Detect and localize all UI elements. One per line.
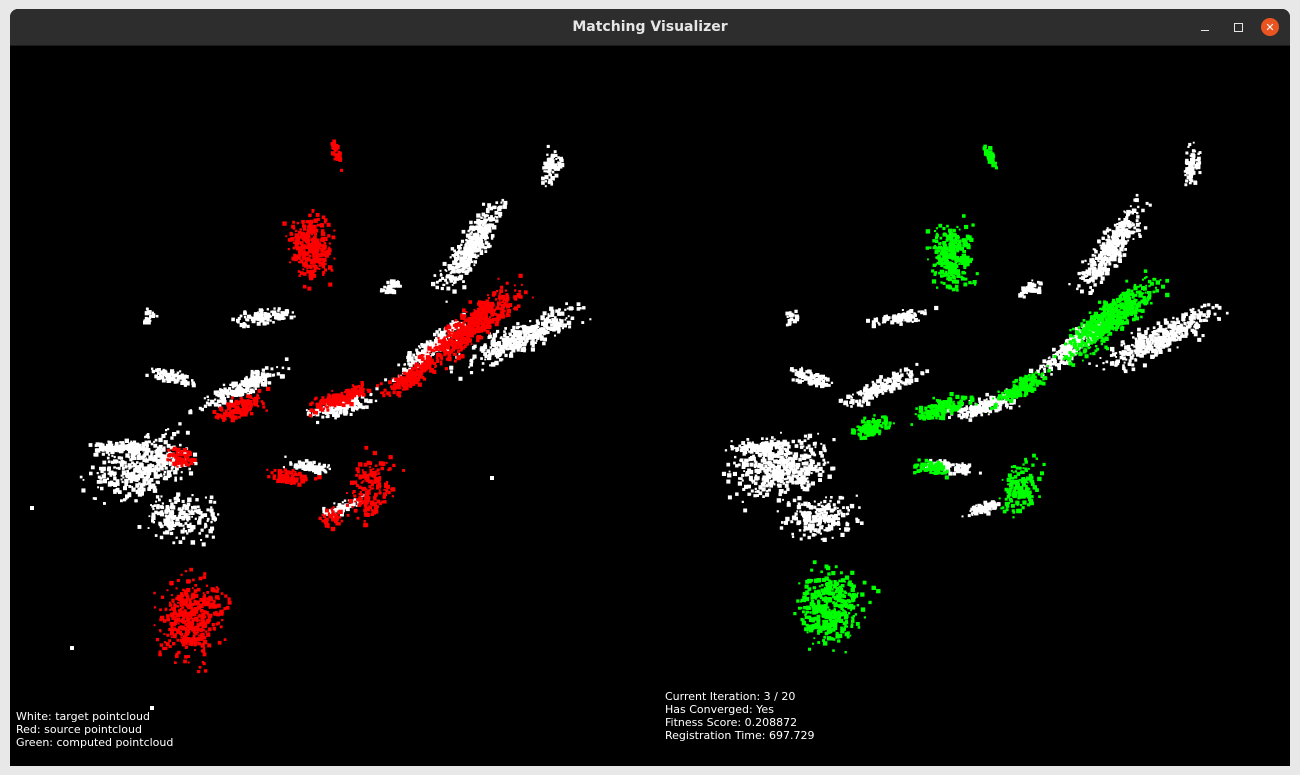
close-icon: ✕ [1265, 20, 1275, 34]
maximize-icon [1233, 22, 1243, 32]
stat-iteration: Current Iteration: 3 / 20 [665, 690, 796, 703]
registration-stats: Current Iteration: 3 / 20 Has Converged:… [665, 690, 814, 742]
minimize-button[interactable] [1195, 17, 1215, 37]
window-title: Matching Visualizer [572, 19, 728, 35]
legend-source: Red: source pointcloud [16, 723, 142, 736]
stat-converged: Has Converged: Yes [665, 703, 774, 716]
maximize-button[interactable] [1228, 17, 1248, 37]
app-window: Matching Visualizer ✕ White: target poin… [10, 9, 1290, 766]
right-viewport-computed-vs-target [721, 141, 1229, 654]
pointcloud-scene[interactable] [10, 46, 1290, 766]
legend-target: White: target pointcloud [16, 710, 150, 723]
stat-fitness: Fitness Score: 0.208872 [665, 716, 798, 729]
left-viewport-source-vs-target [30, 139, 592, 710]
minimize-icon [1201, 30, 1209, 31]
title-bar[interactable]: Matching Visualizer ✕ [10, 9, 1290, 46]
stat-time: Registration Time: 697.729 [665, 729, 815, 742]
visualizer-canvas[interactable]: White: target pointcloud Red: source poi… [10, 46, 1290, 766]
legend: White: target pointcloud Red: source poi… [16, 710, 173, 749]
close-button[interactable]: ✕ [1261, 18, 1279, 36]
legend-computed: Green: computed pointcloud [16, 736, 174, 749]
